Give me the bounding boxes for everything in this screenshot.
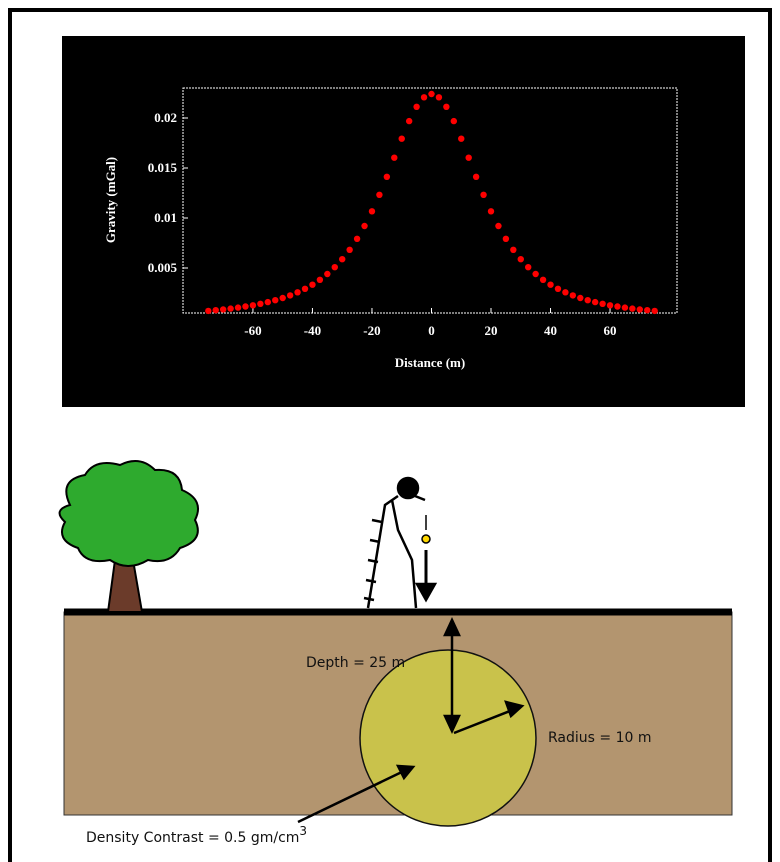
point — [398, 135, 405, 142]
point — [435, 94, 443, 101]
point — [606, 302, 614, 309]
arrows — [297, 617, 525, 824]
point — [636, 306, 644, 313]
point — [294, 289, 301, 296]
point — [428, 90, 435, 98]
point — [264, 298, 272, 306]
radius-label: Radius = 10 m — [548, 730, 651, 746]
point — [331, 264, 338, 271]
surveyor — [363, 476, 438, 609]
sphere — [359, 649, 537, 827]
point — [532, 270, 539, 278]
point — [472, 173, 480, 180]
point — [301, 285, 309, 292]
point — [569, 292, 577, 299]
point — [539, 276, 547, 283]
point — [629, 305, 636, 312]
x-tick-label: 0 — [428, 323, 435, 338]
point — [577, 294, 584, 302]
density-exponent: 3 — [299, 824, 307, 838]
point — [361, 222, 368, 230]
point — [525, 264, 532, 271]
point — [249, 302, 257, 309]
point — [257, 300, 264, 307]
point — [286, 292, 294, 299]
x-tick-label: 20 — [485, 323, 498, 338]
point — [465, 154, 472, 161]
y-tick-label: 0.01 — [154, 210, 177, 225]
density-text: Density Contrast = 0.5 gm/cm — [86, 830, 299, 846]
point — [205, 307, 212, 315]
y-axis-label: Gravity (mGal) — [103, 157, 118, 243]
x-tick-label: -60 — [244, 323, 261, 338]
point — [413, 103, 420, 111]
point — [599, 300, 606, 307]
frame — [8, 8, 772, 862]
point — [621, 304, 629, 311]
x-tick-label: 60 — [604, 323, 617, 338]
point — [480, 191, 487, 198]
plot-frame — [182, 87, 678, 314]
x-tick-label: -40 — [304, 323, 321, 338]
point — [272, 297, 279, 304]
point — [405, 117, 413, 125]
depth-label: Depth = 25 m — [306, 655, 405, 671]
point — [510, 246, 517, 253]
tree — [58, 460, 199, 613]
point — [458, 135, 465, 142]
point — [212, 307, 219, 314]
point — [383, 173, 391, 180]
x-tick-label: -20 — [363, 323, 380, 338]
chart-background — [62, 36, 745, 407]
point — [614, 303, 621, 310]
point — [346, 246, 353, 253]
x-tick-label: 40 — [544, 323, 557, 338]
point — [279, 294, 286, 302]
point — [517, 256, 524, 263]
point — [487, 208, 495, 215]
point — [420, 94, 428, 101]
point — [554, 285, 562, 292]
point — [584, 297, 591, 304]
y-tick-label: 0.015 — [148, 160, 178, 175]
point — [495, 222, 502, 230]
x-axis-label: Distance (m) — [395, 355, 465, 370]
point — [376, 191, 383, 198]
point — [443, 103, 450, 111]
point — [547, 281, 554, 288]
point — [651, 307, 658, 315]
point — [562, 289, 569, 296]
point — [324, 270, 331, 278]
point — [227, 305, 234, 312]
point — [368, 208, 376, 215]
point — [591, 298, 599, 306]
point — [450, 117, 458, 125]
point — [339, 256, 346, 263]
point — [502, 235, 510, 242]
y-tick-label: 0.005 — [148, 260, 178, 275]
point — [242, 303, 249, 310]
point — [316, 276, 324, 283]
point — [309, 281, 316, 288]
point — [219, 306, 227, 313]
y-tick-label: 0.02 — [154, 110, 177, 125]
point — [353, 235, 361, 242]
density-label: Density Contrast = 0.5 gm/cm3 — [86, 824, 307, 846]
point — [644, 307, 651, 314]
point — [234, 304, 242, 311]
point — [391, 154, 398, 161]
